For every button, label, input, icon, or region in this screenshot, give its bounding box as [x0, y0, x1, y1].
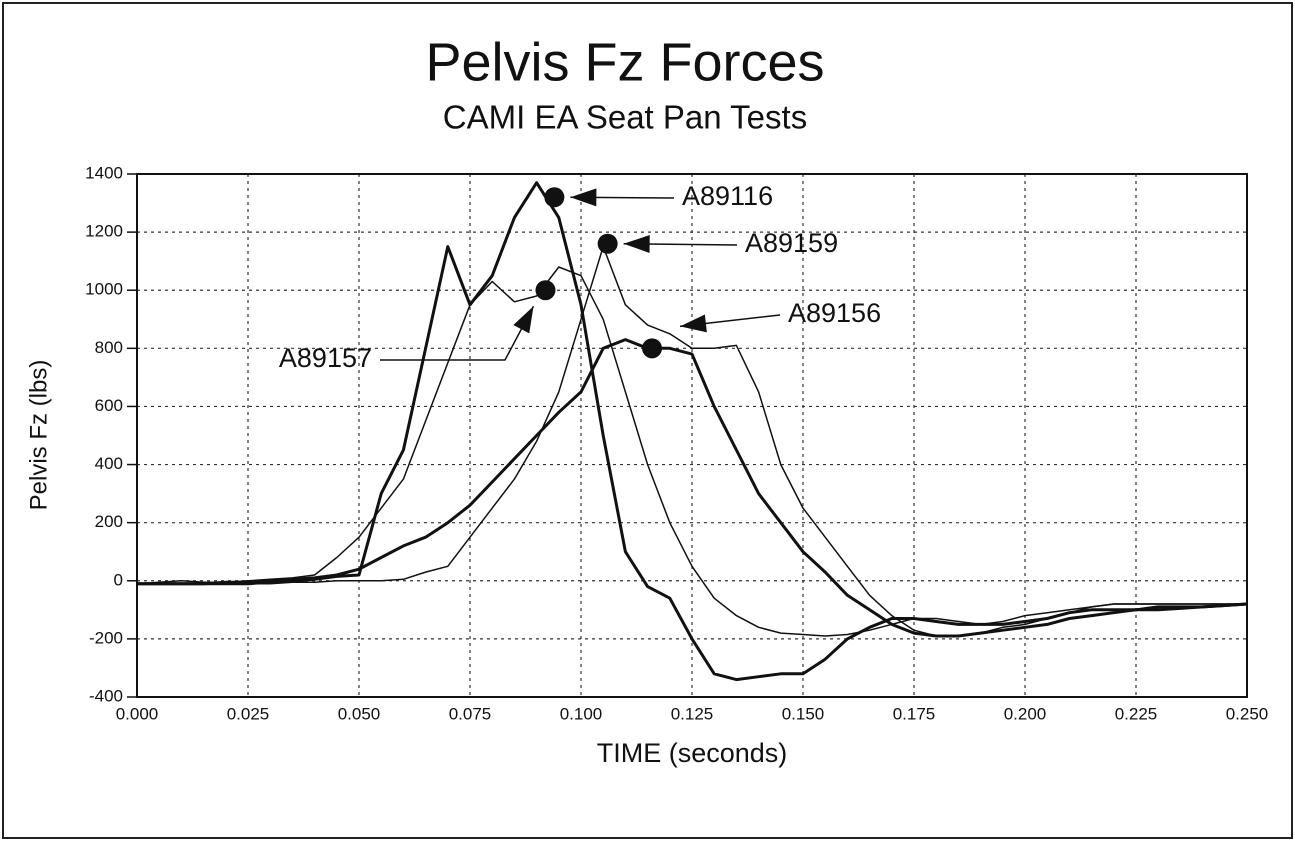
- y-tick-label: -200: [89, 628, 123, 647]
- chart-title: Pelvis Fz Forces: [425, 32, 824, 92]
- x-tick-label: 0.125: [671, 704, 714, 723]
- y-tick-label: 0: [114, 570, 123, 589]
- x-tick-label: 0.200: [1004, 704, 1047, 723]
- x-tick-label: 0.100: [560, 704, 603, 723]
- y-tick-label: 600: [95, 396, 123, 415]
- y-tick-label: 800: [95, 338, 123, 357]
- y-tick-label: 1000: [85, 280, 123, 299]
- annotation-label: A89159: [745, 228, 838, 258]
- x-tick-label: 0.250: [1226, 704, 1269, 723]
- y-tick-label: 200: [95, 512, 123, 531]
- plot-area: [136, 173, 1248, 698]
- annotation-dot: [535, 280, 556, 301]
- series-line: [137, 338, 1248, 638]
- arrow-head: [623, 235, 650, 254]
- x-tick-label: 0.050: [338, 704, 381, 723]
- y-tick-label: 400: [95, 454, 123, 473]
- x-tick-label: 0.150: [782, 704, 825, 723]
- annotation-dot: [597, 233, 618, 254]
- series-line: [137, 245, 1247, 637]
- series-line: [136, 266, 1247, 637]
- x-tick-label: 0.075: [449, 704, 492, 723]
- annotation-label: A89116: [682, 181, 773, 211]
- arrow-head: [680, 314, 707, 333]
- series-line: [137, 181, 1248, 682]
- chart-subtitle: CAMI EA Seat Pan Tests: [443, 99, 807, 136]
- x-tick-label: 0.175: [893, 704, 936, 723]
- arrow-head: [570, 188, 597, 207]
- y-tick-label: 1400: [85, 163, 123, 182]
- y-tick-label: -400: [89, 686, 123, 705]
- annotation-dot: [642, 338, 663, 359]
- y-axis-label: Pelvis Fz (lbs): [25, 360, 52, 511]
- annotation-label: A89156: [788, 298, 881, 328]
- x-tick-label: 0.025: [227, 704, 270, 723]
- arrow-head: [513, 306, 534, 334]
- x-axis-label: TIME (seconds): [597, 738, 788, 768]
- annotation-label: A89157: [279, 343, 372, 373]
- annotation-dot: [544, 187, 565, 208]
- leader-line: [380, 305, 535, 361]
- x-tick-label: 0.225: [1115, 704, 1158, 723]
- y-tick-label: 1200: [85, 222, 123, 241]
- x-tick-label: 0.000: [116, 704, 159, 723]
